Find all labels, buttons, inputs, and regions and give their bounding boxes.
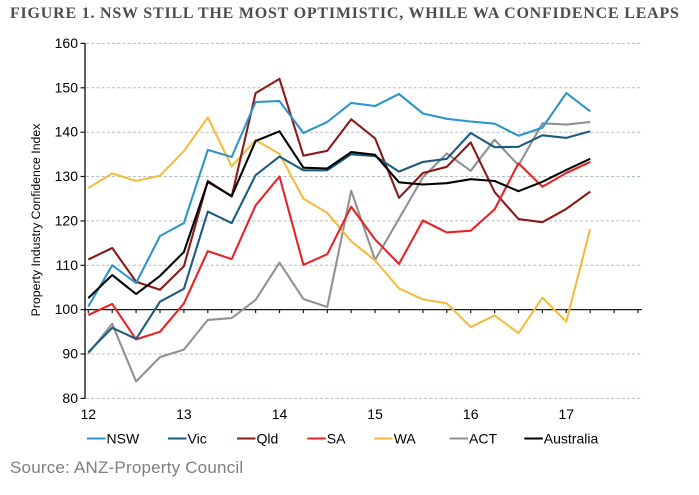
svg-text:Australia: Australia (544, 430, 599, 446)
svg-text:12: 12 (81, 406, 97, 422)
svg-text:80: 80 (62, 390, 78, 406)
svg-text:14: 14 (272, 406, 288, 422)
svg-text:100: 100 (55, 301, 79, 317)
svg-text:140: 140 (55, 124, 79, 140)
svg-text:13: 13 (176, 406, 192, 422)
svg-text:90: 90 (62, 346, 78, 362)
svg-text:15: 15 (367, 406, 383, 422)
svg-text:NSW: NSW (107, 430, 140, 446)
svg-text:110: 110 (56, 257, 79, 273)
svg-text:130: 130 (55, 168, 79, 184)
svg-text:17: 17 (559, 406, 575, 422)
svg-text:WA: WA (394, 430, 417, 446)
svg-text:150: 150 (55, 79, 79, 95)
svg-text:120: 120 (55, 212, 79, 228)
svg-text:SA: SA (327, 430, 346, 446)
svg-text:Vic: Vic (188, 430, 207, 446)
svg-text:ACT: ACT (469, 430, 497, 446)
svg-text:160: 160 (55, 35, 79, 51)
svg-text:Qld: Qld (257, 430, 279, 446)
svg-text:16: 16 (463, 406, 479, 422)
svg-text:Property Industry Confidence I: Property Industry Confidence Index (29, 123, 43, 317)
